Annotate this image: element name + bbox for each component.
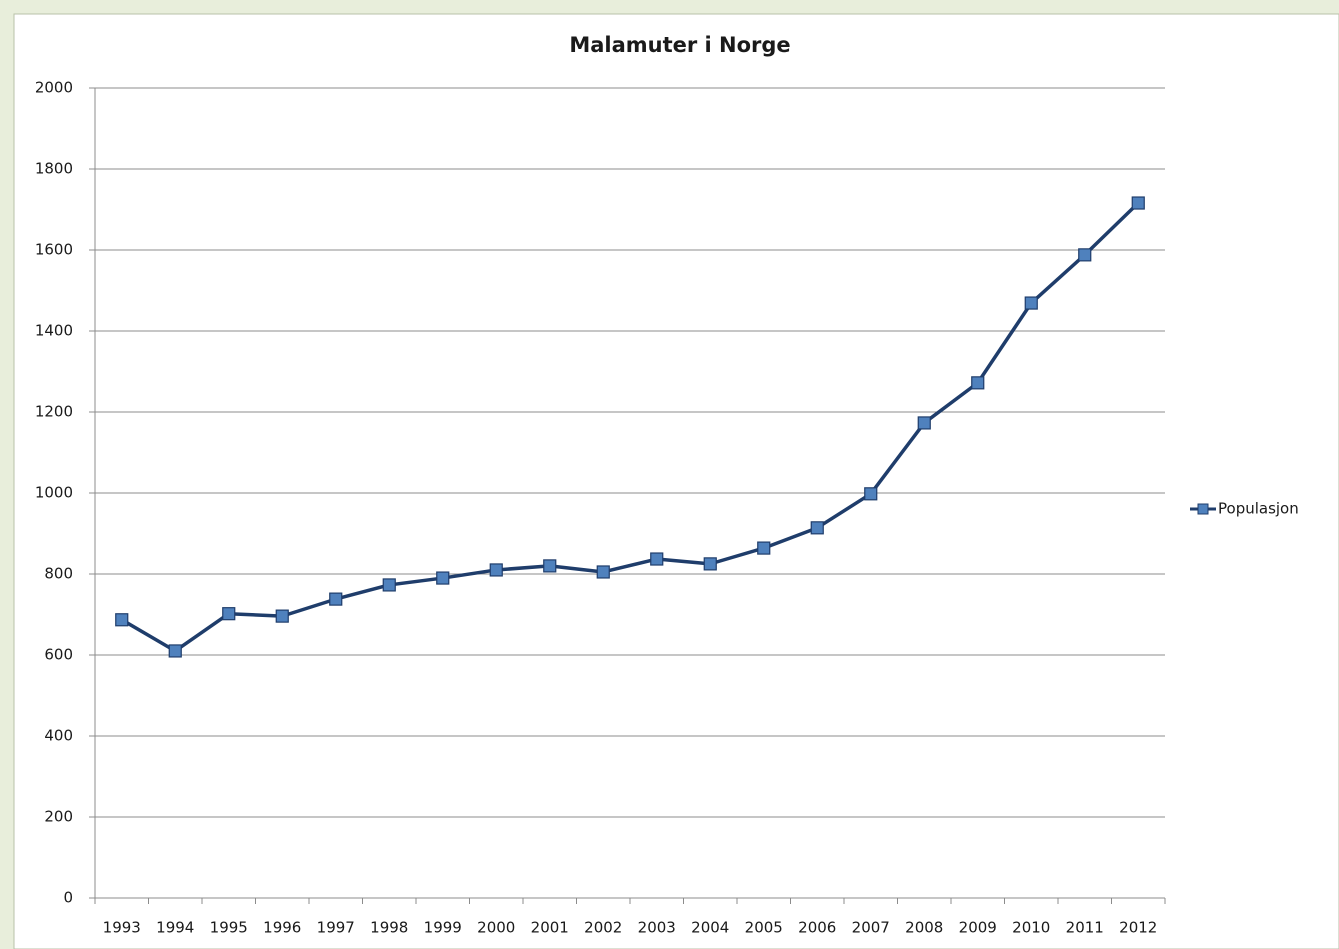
y-tick-label: 1400 [35,322,73,340]
x-tick-label: 1993 [103,919,141,937]
x-tick-label: 2004 [691,919,729,937]
data-marker [864,487,878,501]
x-tick-label: 2009 [959,919,997,937]
y-tick-label: 1800 [35,160,73,178]
y-tick-label: 2000 [35,79,73,97]
data-marker [596,565,610,579]
x-tick-label: 2007 [852,919,890,937]
x-tick-label: 2000 [477,919,515,937]
x-tick-label: 2010 [1012,919,1050,937]
x-tick-label: 2006 [798,919,836,937]
y-tick-label: 1600 [35,241,73,259]
y-tick-label: 0 [63,889,73,907]
x-tick-label: 2001 [531,919,569,937]
y-tick-label: 1000 [35,484,73,502]
data-marker [436,571,450,585]
data-marker [543,559,557,573]
y-tick-label: 400 [44,727,73,745]
data-marker [971,376,985,390]
legend-marker [1197,503,1209,515]
data-marker [275,609,289,623]
y-tick-label: 1200 [35,403,73,421]
x-tick-label: 2003 [638,919,676,937]
data-marker [650,552,664,566]
data-marker [703,557,717,571]
x-tick-label: 1994 [156,919,194,937]
y-tick-label: 800 [44,565,73,583]
data-marker [757,541,771,555]
x-tick-label: 1995 [210,919,248,937]
data-marker [115,613,129,627]
chart-title: Malamuter i Norge [569,33,790,57]
data-marker [329,592,343,606]
x-tick-label: 2008 [905,919,943,937]
x-tick-label: 2005 [745,919,783,937]
x-tick-label: 1996 [263,919,301,937]
data-marker [489,563,503,577]
data-line [120,201,1140,653]
legend-label: Populasjon [1218,500,1299,518]
x-tick-label: 2011 [1066,919,1104,937]
x-tick-label: 2002 [584,919,622,937]
y-tick-label: 600 [44,646,73,664]
data-marker [1131,196,1145,210]
x-tick-label: 2012 [1119,919,1157,937]
x-tick-label: 1999 [424,919,462,937]
data-marker [168,644,182,658]
data-marker [1078,248,1092,262]
y-tick-label: 200 [44,808,73,826]
data-marker [222,607,236,621]
x-tick-label: 1997 [317,919,355,937]
data-marker [917,416,931,430]
data-marker [1024,296,1038,310]
data-marker [810,521,824,535]
x-tick-label: 1998 [370,919,408,937]
data-marker [382,578,396,592]
chart-area [13,13,1339,949]
